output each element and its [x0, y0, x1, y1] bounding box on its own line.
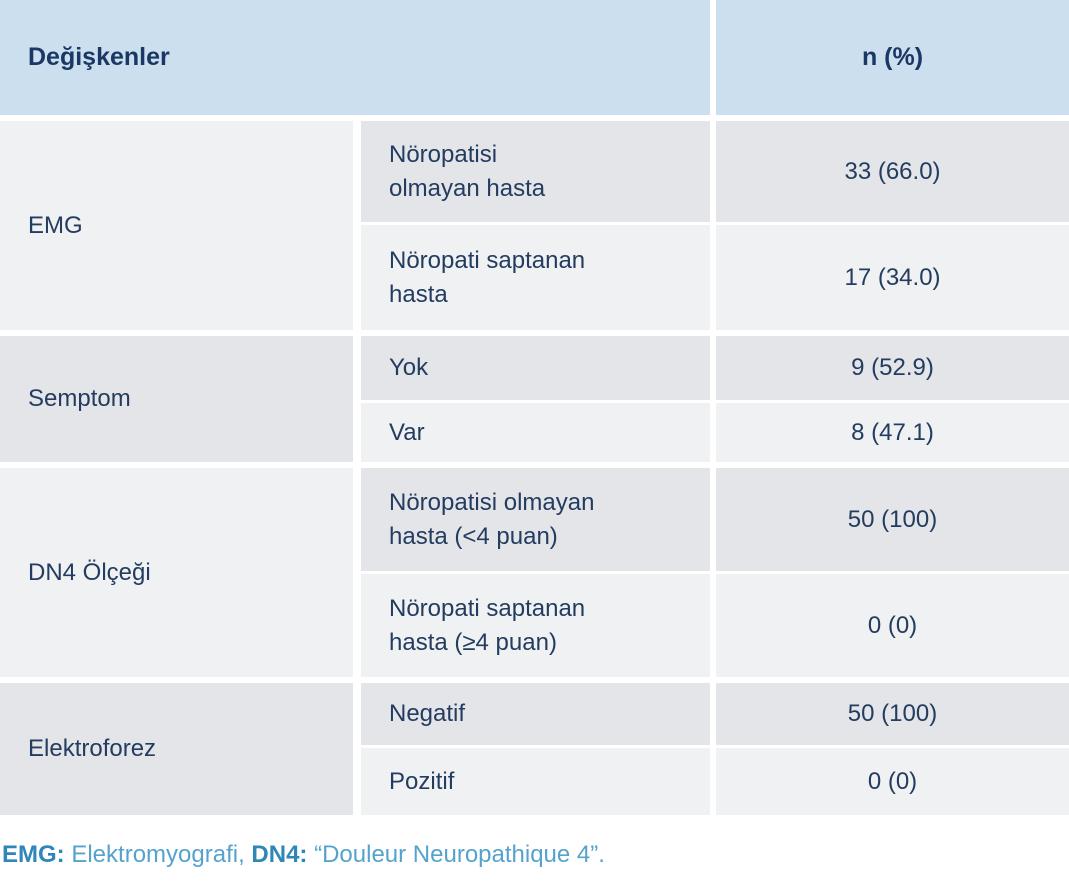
group-row-emg: EMG Nöropatisi olmayan hasta 33 (66.0) N… — [0, 121, 1069, 330]
column-gap — [710, 336, 716, 400]
category-cell: Nöropatisi olmayan hasta (<4 puan) — [361, 468, 710, 571]
group-label-cell: Elektroforez — [0, 683, 353, 815]
table-row: Var 8 (47.1) — [361, 403, 1069, 462]
table-row: Nöropatisi olmayan hasta (<4 puan) 50 (1… — [361, 468, 1069, 571]
row-gap — [0, 462, 1069, 468]
variables-table: Değişkenler n (%) EMG Nöropatisi olmayan… — [0, 0, 1069, 815]
column-gap — [710, 121, 716, 222]
group-label-cell: DN4 Ölçeği — [0, 468, 353, 677]
value-cell: 0 (0) — [716, 748, 1069, 815]
category-cell: Nöropati saptanan hasta — [361, 225, 710, 330]
subrows: Negatif 50 (100) Pozitif 0 (0) — [361, 683, 1069, 815]
footnote-abbrev-emg: EMG: — [2, 841, 65, 868]
header-n-percent-label: n (%) — [861, 43, 924, 71]
header-row: Değişkenler n (%) — [0, 0, 1069, 115]
row-divider — [361, 745, 1069, 748]
category-cell: Yok — [361, 336, 710, 400]
subrows: Yok 9 (52.9) Var 8 (47.1) — [361, 336, 1069, 462]
row-gap — [0, 115, 1069, 121]
category-cell: Var — [361, 403, 710, 462]
row-gap — [0, 677, 1069, 683]
subrows: Nöropatisi olmayan hasta (<4 puan) 50 (1… — [361, 468, 1069, 677]
column-gap — [353, 336, 361, 462]
value-cell: 0 (0) — [716, 574, 1069, 677]
group-label: DN4 Ölçeği — [28, 558, 151, 586]
row-divider — [361, 571, 1069, 574]
column-gap — [353, 121, 361, 330]
category-cell: Nöropatisi olmayan hasta — [361, 121, 710, 222]
row-gap — [0, 330, 1069, 336]
group-label: EMG — [28, 211, 83, 239]
group-label-cell: EMG — [0, 121, 353, 330]
table-row: Nöropati saptanan hasta (≥4 puan) 0 (0) — [361, 574, 1069, 677]
header-n-percent-cell: n (%) — [716, 0, 1069, 115]
column-gap — [710, 683, 716, 745]
group-row-elektroforez: Elektroforez Negatif 50 (100) Pozitif 0 … — [0, 683, 1069, 815]
column-gap — [710, 468, 716, 571]
category-cell: Negatif — [361, 683, 710, 745]
group-label: Semptom — [28, 385, 131, 412]
column-gap — [710, 403, 716, 462]
group-row-dn4: DN4 Ölçeği Nöropatisi olmayan hasta (<4 … — [0, 468, 1069, 677]
footnote-text: Elektromyografi, — [64, 841, 252, 868]
group-label-cell: Semptom — [0, 336, 353, 462]
footnote: EMG: Elektromyografi, DN4: “Douleur Neur… — [0, 841, 1069, 869]
subrows: Nöropatisi olmayan hasta 33 (66.0) Nörop… — [361, 121, 1069, 330]
column-gap — [353, 468, 361, 677]
value-cell: 50 (100) — [716, 683, 1069, 745]
group-label: Elektroforez — [28, 735, 157, 762]
value-cell: 9 (52.9) — [716, 336, 1069, 400]
footnote-text: “Douleur Neuropathique 4”. — [307, 841, 605, 868]
table-row: Nöropatisi olmayan hasta 33 (66.0) — [361, 121, 1069, 222]
table-row: Nöropati saptanan hasta 17 (34.0) — [361, 225, 1069, 330]
header-variables-cell: Değişkenler — [0, 0, 710, 115]
row-divider — [361, 222, 1069, 225]
footnote-abbrev-dn4: DN4: — [251, 841, 308, 868]
group-row-semptom: Semptom Yok 9 (52.9) Var 8 (47.1) — [0, 336, 1069, 462]
header-variables-label: Değişkenler — [28, 43, 170, 71]
value-cell: 8 (47.1) — [716, 403, 1069, 462]
column-gap — [710, 748, 716, 815]
table-row: Yok 9 (52.9) — [361, 336, 1069, 400]
category-cell: Pozitif — [361, 748, 710, 815]
column-gap — [353, 683, 361, 815]
value-cell: 33 (66.0) — [716, 121, 1069, 222]
column-gap — [710, 574, 716, 677]
column-gap — [710, 225, 716, 330]
table-row: Pozitif 0 (0) — [361, 748, 1069, 815]
value-cell: 50 (100) — [716, 468, 1069, 571]
value-cell: 17 (34.0) — [716, 225, 1069, 330]
column-gap — [710, 0, 716, 115]
table-row: Negatif 50 (100) — [361, 683, 1069, 745]
row-divider — [361, 400, 1069, 403]
category-cell: Nöropati saptanan hasta (≥4 puan) — [361, 574, 710, 677]
